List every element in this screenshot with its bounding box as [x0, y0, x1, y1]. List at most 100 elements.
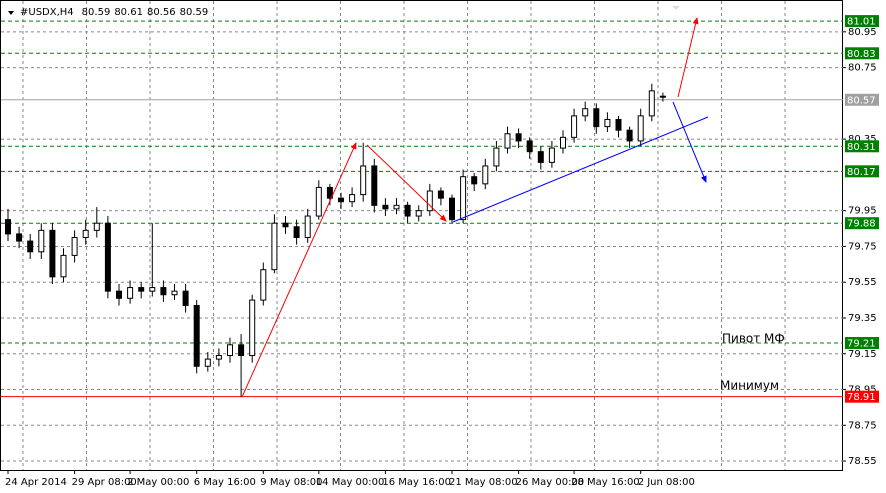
price-level-label: 80.31 [847, 142, 876, 153]
y-tick-label: 80.35 [848, 134, 877, 145]
shift-marker [672, 6, 680, 10]
candle-body [393, 204, 400, 210]
annotation: Минимум [720, 379, 779, 393]
price-level-label: 79.21 [847, 339, 876, 350]
candle-body [604, 118, 611, 128]
candle-body [27, 240, 34, 253]
y-tick-label: 80.95 [848, 27, 877, 38]
x-tick-label: 9 May 08:00 [260, 477, 322, 488]
chart-header: #USDX,H4 80.59 80.61 80.56 80.59 [20, 7, 208, 18]
candle-body [437, 190, 444, 199]
y-tick-label: 80.75 [848, 63, 877, 74]
price-level-box [845, 165, 879, 178]
price-level-box [845, 15, 879, 28]
candle-body [227, 344, 233, 357]
candle-body [471, 176, 478, 185]
candle-body [404, 204, 411, 217]
candle-body [127, 287, 134, 299]
candle-body [593, 108, 600, 128]
trend-arrow [366, 144, 447, 222]
x-tick-label: 2 May 00:00 [127, 477, 189, 488]
candle-body [548, 147, 555, 163]
trend-line [452, 116, 709, 223]
candle-body [260, 269, 267, 301]
price-level-label: 79.88 [847, 219, 876, 230]
price-level-box [845, 217, 879, 230]
header-value: 80.56 [147, 7, 176, 18]
symbol: #USDX,H4 [20, 7, 74, 18]
candle-body [149, 287, 156, 292]
candle-body [582, 108, 589, 117]
candle-body [271, 222, 278, 271]
candle-body [304, 215, 311, 239]
x-tick-label: 14 May 00:00 [316, 477, 385, 488]
candle-body [60, 254, 67, 278]
candle-body [5, 219, 11, 235]
candle-body [382, 204, 389, 210]
candle-body [526, 140, 533, 153]
header-value: 80.59 [82, 7, 111, 18]
candle-body [116, 290, 122, 299]
candle-body [282, 222, 289, 228]
candle-body [515, 133, 522, 142]
y-tick-label: 78.55 [848, 456, 877, 467]
price-level-box [845, 93, 879, 106]
candle-body [338, 197, 344, 203]
x-tick-label: 26 May 00:00 [516, 477, 585, 488]
candle-body [504, 133, 511, 149]
candle-body [615, 118, 622, 131]
x-tick-label: 21 May 08:00 [449, 477, 518, 488]
candle-body [560, 136, 566, 149]
price-level-box [845, 337, 879, 350]
candle-body [138, 287, 145, 292]
candle-body [249, 299, 256, 357]
candle-body [571, 115, 578, 138]
price-level-box [845, 390, 879, 403]
trend-arrow [241, 142, 357, 398]
forecast-arrow-up [677, 17, 699, 98]
candle-body [93, 222, 100, 231]
candle-body [71, 237, 78, 256]
menu-icon [8, 11, 14, 15]
x-tick-label: 2 Jun 08:00 [638, 477, 695, 488]
candle-body [659, 95, 666, 98]
candle-body [648, 90, 655, 117]
y-tick-label: 79.15 [848, 349, 877, 360]
forecast-arrow-down [672, 101, 707, 183]
candle-body [449, 197, 455, 221]
header-value: 80.61 [114, 7, 143, 18]
candle-body [626, 129, 633, 142]
candle-body [315, 186, 322, 217]
y-tick-label: 79.35 [848, 313, 877, 324]
price-level-box [845, 140, 879, 153]
y-tick-label: 78.75 [848, 420, 877, 431]
candle-body [460, 176, 467, 221]
candle-body [16, 233, 23, 242]
y-tick-label: 79.55 [848, 277, 877, 288]
candle-body [49, 229, 56, 278]
candle-body [326, 186, 333, 199]
annotation: Пивот МФ [722, 332, 785, 346]
x-tick-label: 28 May 16:00 [571, 477, 640, 488]
x-tick-label: 6 May 16:00 [194, 477, 256, 488]
candle-body [371, 165, 378, 206]
candle-body [238, 344, 245, 357]
candle-body [493, 147, 500, 167]
x-tick-label: 29 Apr 08:00 [72, 477, 137, 488]
y-tick-label: 78.95 [848, 385, 877, 396]
candle-body [482, 165, 489, 185]
candle-body [215, 355, 222, 360]
price-level-label: 80.57 [847, 95, 876, 106]
candle-body [537, 151, 544, 163]
candle-body [349, 194, 356, 203]
price-level-label: 80.83 [847, 49, 876, 60]
candle-body [104, 222, 111, 292]
candle-body [637, 115, 644, 142]
candle-body [171, 290, 178, 296]
candle-body [426, 190, 433, 212]
candle-body [160, 287, 167, 296]
y-tick-label: 79.95 [848, 206, 877, 217]
price-level-label: 81.01 [847, 17, 876, 28]
x-tick-label: 16 May 16:00 [382, 477, 451, 488]
